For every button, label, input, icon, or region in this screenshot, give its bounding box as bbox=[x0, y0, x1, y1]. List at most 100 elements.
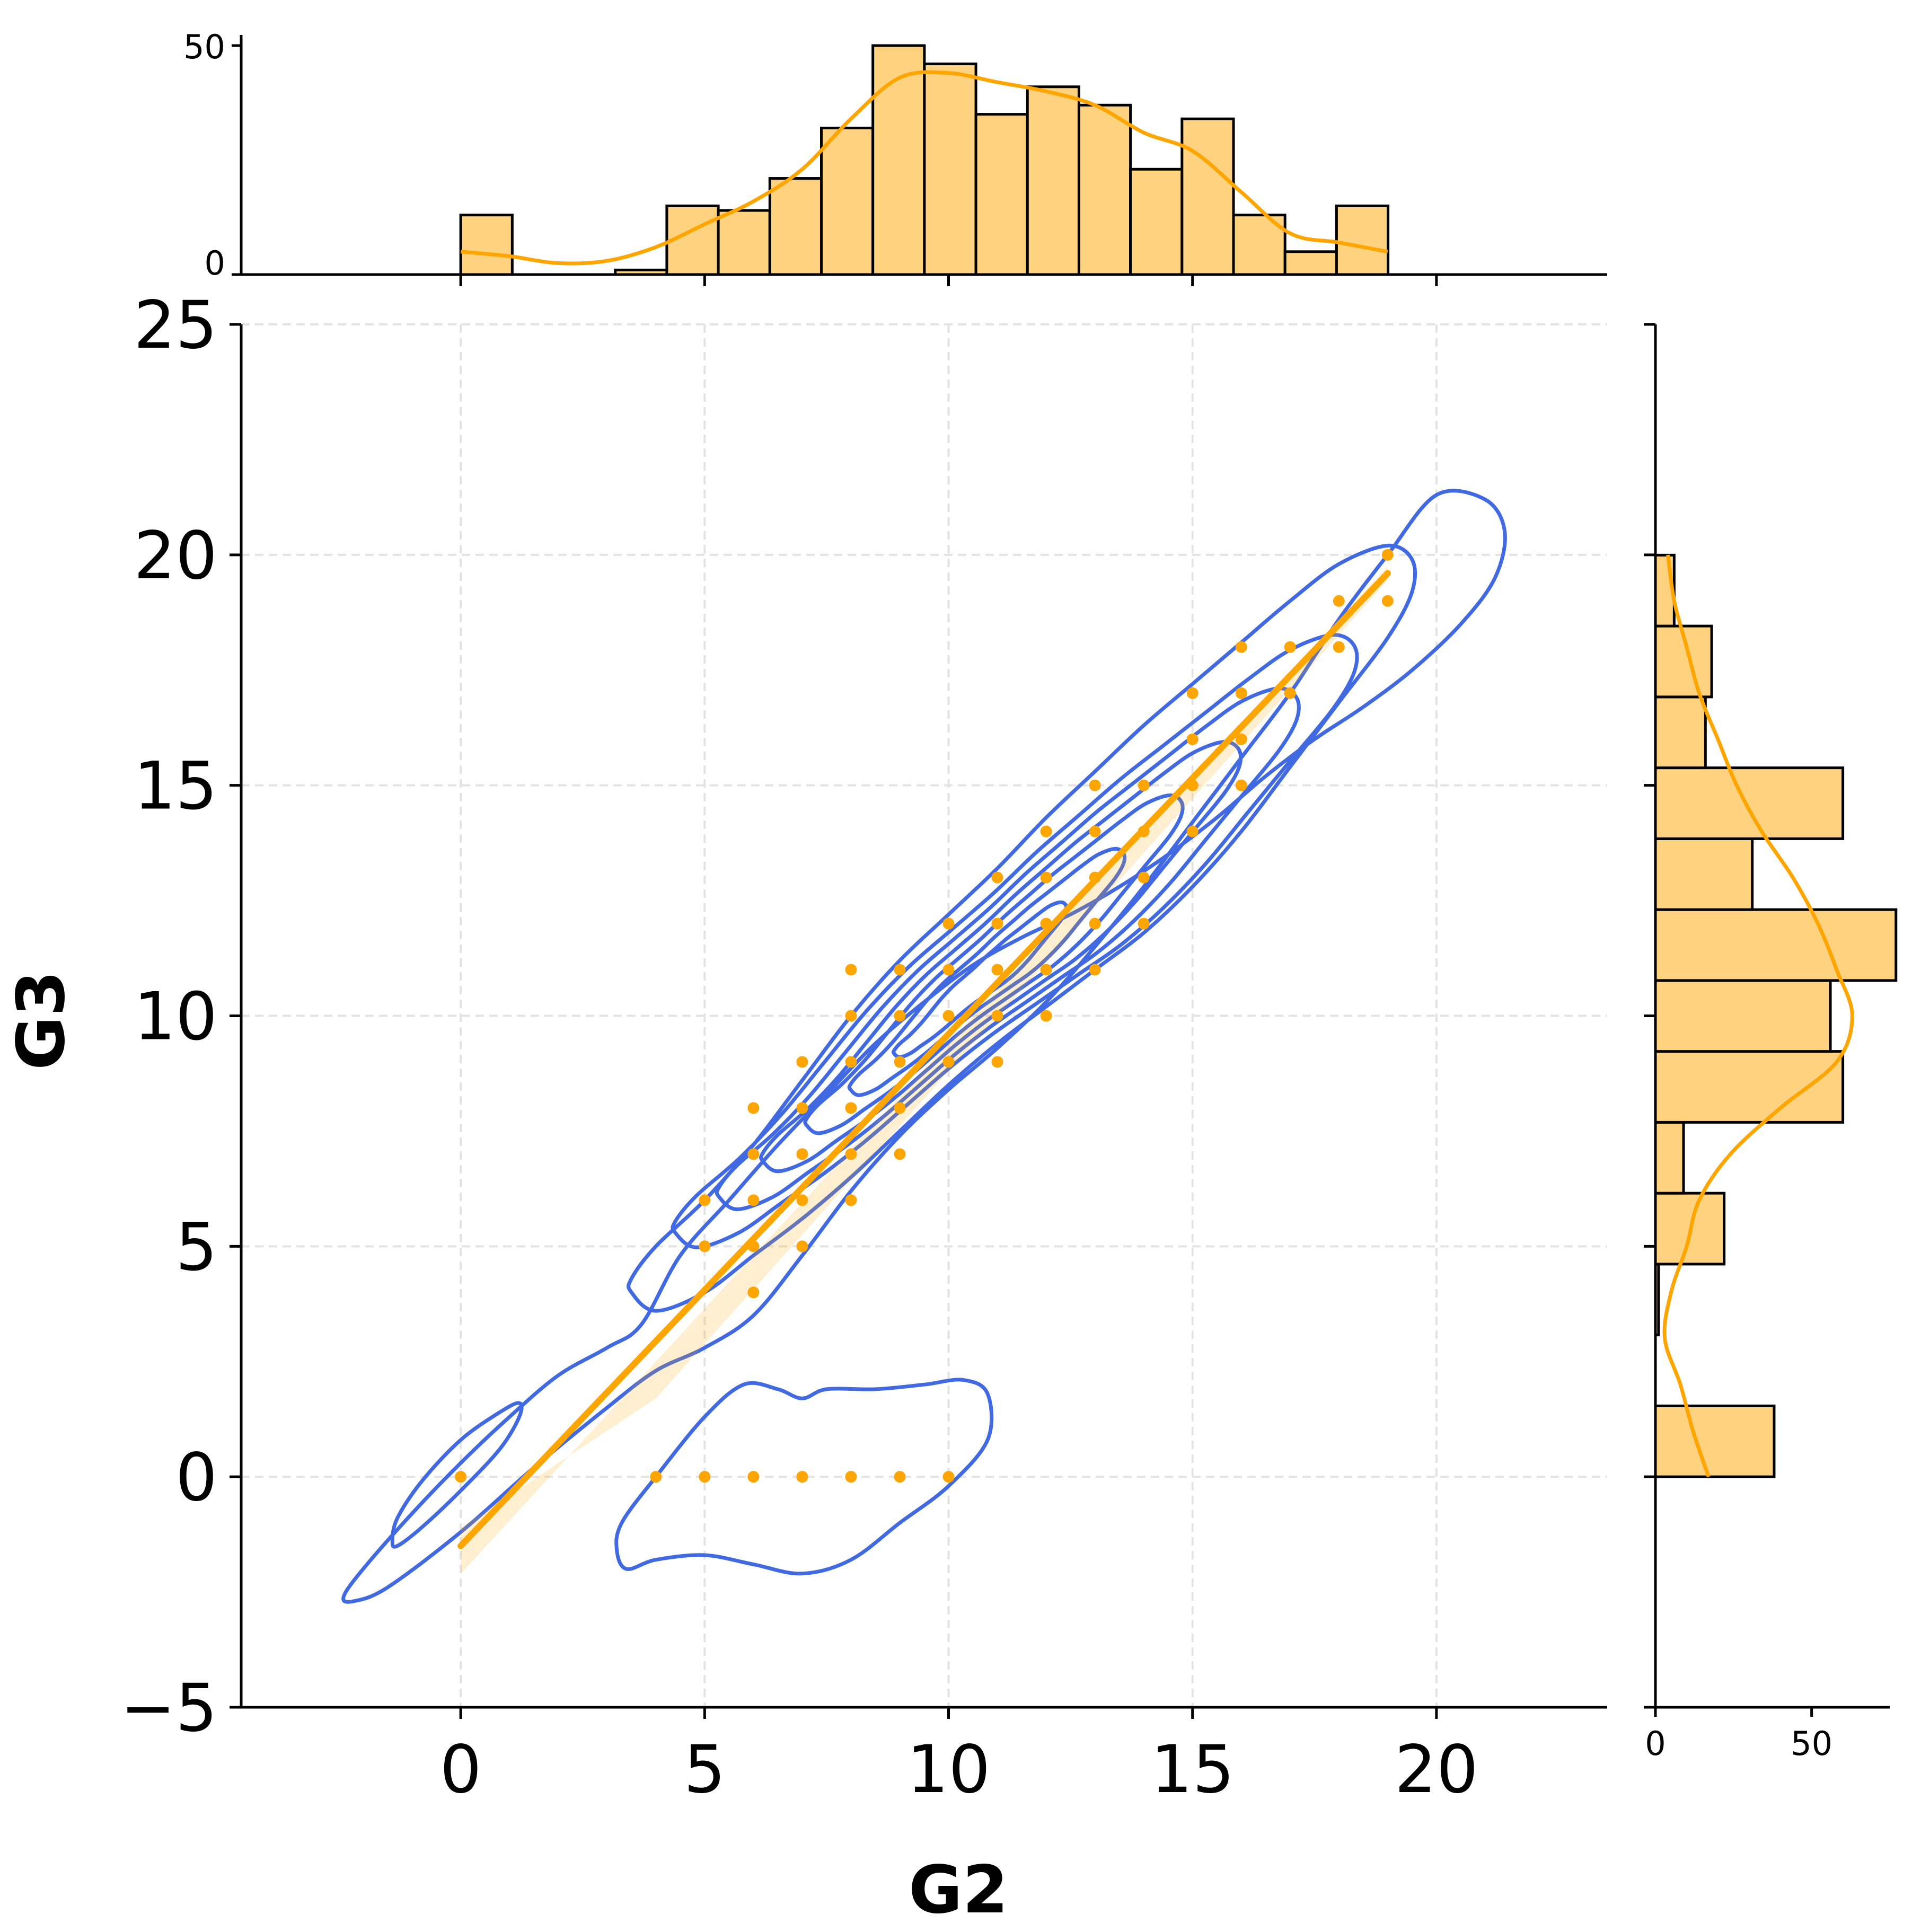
scatter-point bbox=[845, 1471, 857, 1483]
main-plot-axes: 0 5 10 15 20 −5 0 5 10 15 20 25 bbox=[120, 287, 1607, 1808]
right-x-tick-label: 0 bbox=[1645, 1724, 1666, 1763]
scatter-point bbox=[1284, 641, 1296, 653]
top-y-tick-label: 0 bbox=[205, 244, 225, 283]
scatter-point bbox=[650, 1471, 662, 1483]
right-hist-bar bbox=[1654, 1404, 1776, 1478]
scatter-point bbox=[845, 1010, 857, 1022]
scatter-point bbox=[894, 1471, 906, 1483]
x-tick-label: 10 bbox=[907, 1732, 991, 1808]
top-hist-bar bbox=[1335, 204, 1390, 276]
x-tick-label: 15 bbox=[1151, 1732, 1235, 1808]
top-hist-bar bbox=[1180, 117, 1235, 276]
scatter-point bbox=[699, 1471, 711, 1483]
y-tick-label: 25 bbox=[134, 287, 217, 364]
scatter-point bbox=[1089, 918, 1101, 930]
scatter-point bbox=[1235, 687, 1247, 699]
scatter-point bbox=[894, 964, 906, 976]
scatter-point bbox=[796, 1471, 808, 1483]
top-hist-bar bbox=[1026, 85, 1080, 276]
scatter-point bbox=[1040, 964, 1052, 976]
kde-contour-line bbox=[614, 1378, 994, 1576]
top-hist-bar bbox=[819, 127, 875, 276]
kde-contours bbox=[341, 489, 1507, 1604]
right-hist-bar bbox=[1654, 837, 1754, 911]
scatter-point bbox=[942, 1056, 955, 1068]
scatter-point bbox=[894, 1102, 906, 1114]
y-tick-label: 0 bbox=[175, 1440, 217, 1516]
right-hist-bar bbox=[1654, 1050, 1845, 1124]
scatter-point bbox=[1089, 779, 1101, 791]
x-tick-label: 0 bbox=[440, 1732, 482, 1808]
top-hist-bar bbox=[1077, 103, 1132, 276]
scatter-point bbox=[747, 1286, 760, 1299]
kde-contour-line bbox=[341, 489, 1507, 1604]
kde-contour-line bbox=[671, 633, 1359, 1249]
scatter-point bbox=[747, 1471, 760, 1483]
scatter-point bbox=[1040, 1010, 1052, 1022]
scatter-point bbox=[1284, 687, 1296, 699]
right-hist-bar bbox=[1654, 695, 1707, 770]
scatter-point bbox=[991, 964, 1003, 976]
top-hist-bar bbox=[459, 214, 514, 276]
scatter-point bbox=[796, 1056, 808, 1068]
scatter-point bbox=[1186, 687, 1199, 699]
y-tick-label: 5 bbox=[175, 1209, 217, 1285]
scatter-point bbox=[942, 964, 955, 976]
scatter-point bbox=[1186, 733, 1199, 745]
scatter-point bbox=[1235, 733, 1247, 745]
x-axis-title: G2 bbox=[909, 1852, 1008, 1928]
scatter-point bbox=[1381, 595, 1394, 607]
scatter-point bbox=[845, 964, 857, 976]
scatter-point bbox=[1235, 641, 1247, 653]
scatter-point bbox=[1138, 779, 1150, 791]
scatter-point bbox=[991, 1010, 1003, 1022]
scatter-point bbox=[991, 871, 1003, 884]
top-hist-bar bbox=[1283, 250, 1338, 276]
top-hist-bar bbox=[1129, 167, 1184, 276]
kde-contour-line bbox=[803, 793, 1185, 1135]
scatter-point bbox=[942, 1471, 955, 1483]
top-hist-bar bbox=[768, 177, 823, 276]
scatter-point bbox=[1089, 825, 1101, 837]
right-hist-bar bbox=[1654, 979, 1832, 1053]
scatter-point bbox=[796, 1148, 808, 1160]
scatter-point bbox=[699, 1194, 711, 1206]
scatter-point bbox=[1089, 964, 1101, 976]
right-hist-bar bbox=[1654, 766, 1845, 840]
scatter-point bbox=[1040, 871, 1052, 884]
right-x-tick-label: 50 bbox=[1791, 1724, 1832, 1763]
right-hist-bar bbox=[1654, 908, 1898, 982]
scatter-point bbox=[1138, 918, 1150, 930]
kde-contour-line bbox=[759, 740, 1243, 1174]
scatter-point bbox=[1381, 549, 1394, 561]
y-tick-label: 20 bbox=[134, 518, 217, 594]
scatter-point bbox=[942, 1010, 955, 1022]
scatter-point bbox=[1186, 825, 1199, 837]
top-kde-curve bbox=[460, 70, 1388, 266]
scatter-point bbox=[845, 1102, 857, 1114]
regression-line bbox=[457, 570, 1391, 1549]
y-tick-label: 15 bbox=[134, 748, 217, 825]
scatter-point bbox=[699, 1240, 711, 1252]
top-hist-bar bbox=[923, 63, 977, 276]
scatter-point bbox=[1138, 871, 1150, 884]
scatter-point bbox=[845, 1148, 857, 1160]
scatter-point bbox=[796, 1102, 808, 1114]
y-tick-label: 10 bbox=[134, 979, 217, 1055]
x-tick-label: 20 bbox=[1395, 1732, 1478, 1808]
scatter-point bbox=[1333, 595, 1345, 607]
top-y-tick-label: 50 bbox=[183, 28, 225, 66]
scatter-point bbox=[796, 1194, 808, 1206]
right-hist-bar bbox=[1654, 1121, 1685, 1195]
scatter-point bbox=[845, 1056, 857, 1068]
top-hist-bar bbox=[717, 209, 771, 276]
scatter-point bbox=[1040, 825, 1052, 837]
scatter-point bbox=[942, 918, 955, 930]
scatter-point bbox=[894, 1010, 906, 1022]
scatter-point bbox=[455, 1471, 467, 1483]
scatter-points bbox=[455, 549, 1394, 1483]
scatter-point bbox=[747, 1194, 760, 1206]
regression-confidence-band bbox=[461, 566, 1388, 1574]
right-kde-curve bbox=[1662, 554, 1854, 1478]
top-hist-bar bbox=[974, 113, 1029, 276]
